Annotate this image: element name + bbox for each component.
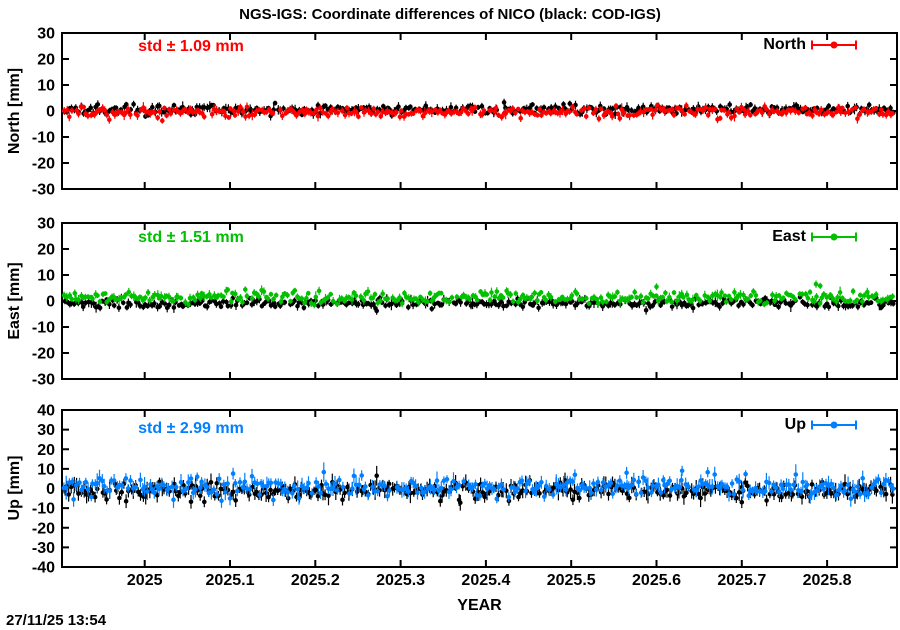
std-annotation-north: std ± 1.09 mm xyxy=(138,38,244,55)
y-axis-label-east: East [mm] xyxy=(6,262,23,340)
y-tick-label: 30 xyxy=(37,26,55,43)
x-ticks xyxy=(143,223,829,379)
legend-label-east: East xyxy=(772,228,806,245)
y-tick-label: 40 xyxy=(37,403,55,420)
x-ticks xyxy=(143,410,829,567)
y-tick-label: -40 xyxy=(32,560,55,577)
chart-title: NGS-IGS: Coordinate differences of NICO … xyxy=(239,6,661,23)
legend-point-glyph xyxy=(830,233,838,241)
y-tick-label: 0 xyxy=(46,294,55,311)
legend-symbol-up xyxy=(811,420,857,430)
series-ngs-igs-north xyxy=(61,102,895,124)
y-tick-label: 10 xyxy=(37,268,55,285)
data-points xyxy=(61,281,895,308)
x-tick-label: 2025.3 xyxy=(376,572,425,589)
y-axis-label-up: Up [mm] xyxy=(6,455,23,521)
series-cod-igs-up xyxy=(62,465,895,511)
y-tick-label: 20 xyxy=(37,242,55,259)
y-tick-label: -10 xyxy=(32,130,55,147)
x-tick-label: 2025.6 xyxy=(632,572,681,589)
legend-symbol-east xyxy=(811,232,857,242)
data-points xyxy=(61,102,895,123)
y-tick-label: -20 xyxy=(32,520,55,537)
y-tick-label: -20 xyxy=(32,156,55,173)
x-tick-label: 2025 xyxy=(127,572,163,589)
y-axis-label-north: North [mm] xyxy=(6,67,23,155)
series-ngs-igs-up xyxy=(61,462,896,508)
legend-point-glyph xyxy=(830,421,838,429)
y-tick-label: 30 xyxy=(37,216,55,233)
data-points xyxy=(61,468,896,504)
std-annotation-up: std ± 2.99 mm xyxy=(138,420,244,437)
y-tick-label: 20 xyxy=(37,52,55,69)
legend-label-up: Up xyxy=(784,416,806,433)
y-tick-label: 0 xyxy=(46,104,55,121)
timestamp: 27/11/25 13:54 xyxy=(6,612,107,629)
y-tick-label: 10 xyxy=(37,461,55,478)
y-tick-label: -30 xyxy=(32,540,55,557)
x-tick-label: 2025.1 xyxy=(206,572,255,589)
x-tick-label: 2025.8 xyxy=(803,572,852,589)
x-axis-label: YEAR xyxy=(457,597,502,614)
x-tick-label: 2025.4 xyxy=(461,572,510,589)
y-tick-label: -10 xyxy=(32,501,55,518)
y-tick-label: 30 xyxy=(37,422,55,439)
panel-up: 40 30 20 10 0 -10 -20 -30 -40 2025 2025.1 2025.2 202… xyxy=(32,403,898,589)
y-tick-label: -20 xyxy=(32,346,55,363)
x-ticks xyxy=(143,33,829,189)
x-tick-label: 2025.5 xyxy=(547,572,596,589)
series-ngs-igs-east xyxy=(61,280,895,309)
y-tick-label: 0 xyxy=(46,481,55,498)
legend-point-glyph xyxy=(830,41,838,49)
y-tick-label: -30 xyxy=(32,372,55,389)
panel-east: 30 20 10 0 -10 -20 -30 xyxy=(32,216,898,389)
legend-symbol-north xyxy=(811,40,857,50)
y-tick-label: 20 xyxy=(37,442,55,459)
legend-label-north: North xyxy=(763,36,806,53)
y-tick-label: 10 xyxy=(37,78,55,95)
x-tick-label: 2025.2 xyxy=(291,572,340,589)
y-tick-label: -30 xyxy=(32,182,55,199)
x-tick-label: 2025.7 xyxy=(717,572,766,589)
y-tick-label: -10 xyxy=(32,320,55,337)
std-annotation-east: std ± 1.51 mm xyxy=(138,229,244,246)
